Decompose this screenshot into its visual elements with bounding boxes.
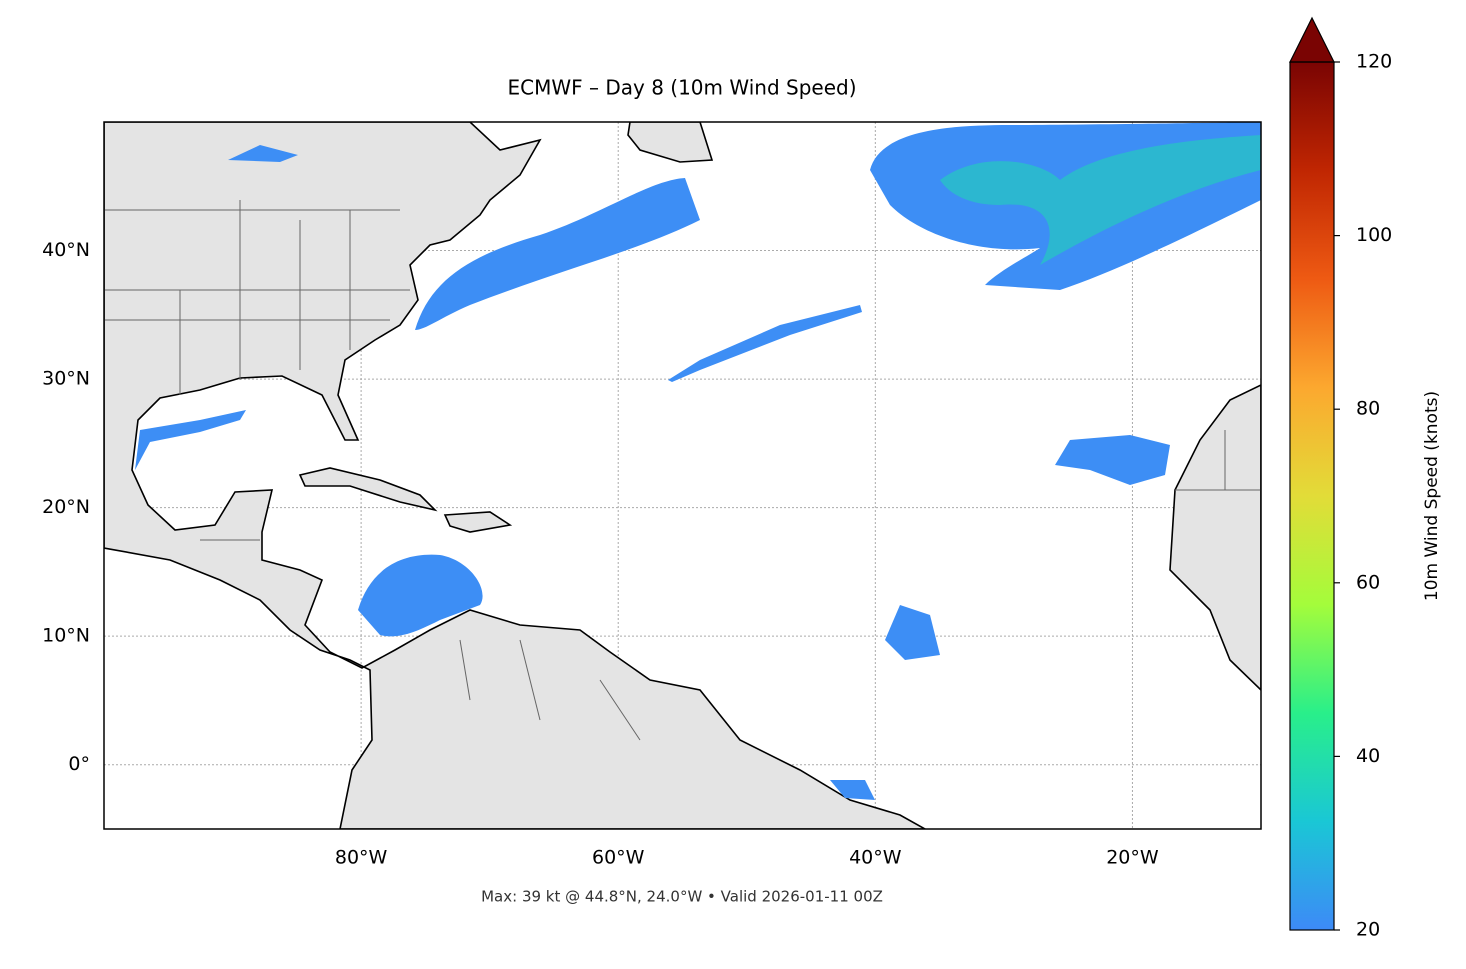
wind-field — [135, 410, 246, 470]
africa — [1169, 384, 1261, 692]
colorbar-tick-label: 40 — [1356, 745, 1380, 767]
hispaniola — [443, 511, 513, 533]
map-layer — [104, 122, 1261, 829]
state-borders — [104, 200, 1261, 741]
wind-field — [668, 305, 862, 382]
colorbar: 20 40 60 80 100 120 — [1289, 16, 1392, 941]
wind-field — [1055, 435, 1170, 485]
wind-field — [228, 145, 298, 162]
chart-title: ECMWF – Day 8 (10m Wind Speed) — [508, 76, 857, 100]
wind-field — [415, 178, 700, 330]
colorbar-extend — [1289, 16, 1335, 63]
subtitle: Max: 39 kt @ 44.8°N, 24.0°W • Valid 2026… — [481, 888, 883, 906]
y-tick-label: 20°N — [42, 496, 90, 518]
colorbar-tick-label: 20 — [1356, 919, 1380, 941]
wind-field — [358, 554, 483, 637]
wind-field — [885, 605, 940, 660]
cuba — [298, 467, 438, 512]
map-frame — [103, 121, 1262, 830]
x-tick-label: 20°W — [1106, 847, 1159, 869]
y-tick-label: 0° — [68, 753, 90, 775]
colorbar-tick-label: 100 — [1356, 224, 1392, 246]
americas — [104, 122, 927, 829]
colorbar-tick-label: 60 — [1356, 571, 1380, 593]
colorbar-ramp — [1290, 62, 1334, 930]
y-tick-label: 40°N — [42, 239, 90, 261]
wind-field — [830, 780, 875, 800]
y-tick-label: 10°N — [42, 625, 90, 647]
wind-field — [940, 135, 1261, 265]
x-tick-label: 80°W — [335, 847, 388, 869]
labrador — [627, 122, 714, 163]
colorbar-tick-label: 120 — [1356, 51, 1392, 73]
x-tick-label: 60°W — [592, 847, 645, 869]
colorbar-label: 10m Wind Speed (knots) — [1422, 391, 1442, 601]
x-tick-label: 40°W — [849, 847, 902, 869]
colorbar-frame — [1289, 61, 1335, 931]
colorbar-tick-label: 80 — [1356, 398, 1380, 420]
y-tick-label: 30°N — [42, 368, 90, 390]
